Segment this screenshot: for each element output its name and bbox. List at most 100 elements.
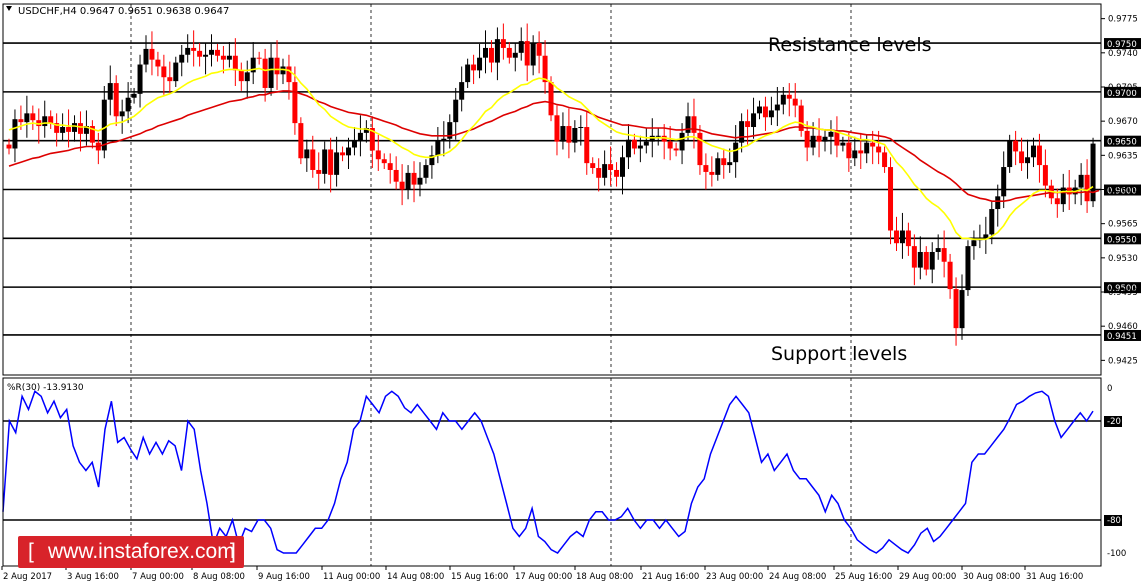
candle-body-bull [679, 132, 685, 151]
level-tag-label: 0.9650 [1107, 138, 1137, 148]
candle-body-bear [191, 47, 197, 51]
level-tag [1104, 38, 1141, 50]
candle-body-bull [459, 82, 465, 100]
candle-body-bear [1036, 145, 1042, 166]
candle-body-bear [310, 149, 316, 170]
candle-body-bull [334, 152, 340, 175]
level-tag [1104, 329, 1141, 341]
main-chart-grid [130, 4, 852, 566]
candle-body-bear [947, 261, 953, 290]
pane-frames [2, 3, 1102, 567]
candle-body-bull [983, 234, 989, 239]
candle-body-bull [1025, 157, 1031, 164]
candle-body-bull [304, 149, 310, 159]
candle-body-bear [1054, 198, 1060, 205]
candle-body-bull [560, 126, 566, 142]
candle-body-bear [36, 120, 42, 127]
candle-body-bull [899, 230, 905, 244]
price-tick-label: 0.9495 [1108, 288, 1138, 298]
candle-body-bull [965, 246, 971, 291]
candle-body-bear [381, 159, 387, 164]
candle-body-bull [530, 43, 536, 66]
candle-body-bear [870, 142, 876, 147]
candle-body-bear [888, 167, 894, 231]
candle-body-bear [905, 230, 911, 247]
time-tick-label: 14 Aug 08:00 [387, 572, 444, 582]
time-tick-label: 24 Aug 08:00 [769, 572, 826, 582]
time-tick-label: 30 Aug 08:00 [963, 572, 1020, 582]
candle-body-bull [751, 113, 757, 128]
candle-body-bear [762, 106, 768, 118]
candle-body-bear [328, 149, 334, 175]
candle-body-bull [1030, 145, 1036, 158]
candle-body-bear [369, 127, 375, 151]
candle-body-bear [113, 83, 119, 117]
candle-body-bull [185, 47, 191, 55]
candle-body-bear [238, 70, 244, 82]
candle-body-bull [1001, 167, 1007, 197]
level-tag-label: 0.9451 [1107, 332, 1137, 342]
candle-body-bull [840, 142, 846, 146]
candle-body-bear [953, 289, 959, 329]
candle-body-bear [590, 163, 596, 169]
candle-body-bear [274, 57, 280, 75]
watermark-bracket-close: ] [230, 540, 236, 563]
candle-body-bull [435, 140, 441, 156]
candle-body-bull [822, 136, 828, 142]
level-tag-label: 0.9500 [1107, 284, 1137, 294]
candle-body-bear [262, 58, 268, 88]
candle-body-bear [1013, 140, 1019, 152]
candle-body-bull [727, 162, 733, 166]
candlestick-series [6, 23, 1096, 346]
price-axis: 0.9775 0.9740 0.9705 0.9670 0.9635 0.9600 0.95… [1101, 15, 1138, 366]
dropdown-triangle-icon [6, 6, 12, 11]
candle-body-bear [721, 158, 727, 166]
watermark-logo: [ www.instaforex.com ] [18, 536, 244, 568]
moving-averages [8, 67, 1100, 241]
candle-body-bull [465, 64, 471, 83]
candle-body-bull [72, 123, 78, 132]
candle-body-bear [673, 148, 679, 151]
candle-body-bull [125, 97, 131, 112]
candle-body-bear [631, 139, 637, 149]
candle-body-bear [608, 164, 614, 170]
candle-body-bear [1042, 165, 1048, 186]
indicator-level-tag [1104, 515, 1122, 526]
time-tick-label: 7 Aug 00:00 [132, 572, 184, 582]
candle-body-bull [935, 248, 941, 252]
candle-body-bull [768, 110, 774, 118]
candle-body-bull [756, 106, 762, 114]
candle-body-bull [1007, 140, 1013, 168]
level-tag-label: 0.9750 [1107, 40, 1137, 50]
candle-body-bull [518, 41, 524, 53]
candle-body-bull [351, 140, 357, 148]
time-tick-label: 3 Aug 16:00 [67, 572, 119, 582]
time-axis: 2 Aug 2017 3 Aug 16:00 7 Aug 00:00 8 Aug 08… [1, 566, 1083, 582]
level-tag-label: 0.9700 [1107, 89, 1137, 99]
candle-body-bull [739, 121, 745, 143]
candle-body-bull [774, 104, 780, 111]
candle-body-bull [24, 113, 30, 123]
candle-body-bull [864, 142, 870, 154]
candle-body-bull [405, 172, 411, 190]
candle-body-bull [917, 251, 923, 268]
candle-body-bull [12, 119, 18, 149]
candle-body-bull [483, 47, 489, 58]
candle-body-bear [256, 57, 262, 59]
candle-body-bear [286, 66, 292, 83]
candle-body-bear [786, 94, 792, 99]
candle-body-bull [209, 49, 215, 55]
candle-body-bull [602, 164, 608, 178]
candle-body-bull [995, 196, 1001, 210]
time-tick-label: 18 Aug 08:00 [576, 572, 633, 582]
candle-body-bull [715, 158, 721, 175]
candle-body-bull [346, 147, 352, 156]
price-tick-label: 0.9775 [1108, 15, 1138, 25]
candle-body-bear [661, 135, 667, 142]
candle-body-bear [548, 82, 554, 116]
candle-body-bear [66, 127, 72, 132]
time-tick-label: 23 Aug 00:00 [706, 572, 763, 582]
candle-body-bull [441, 138, 447, 141]
candle-body-bear [846, 142, 852, 159]
candle-body-bear [893, 230, 899, 244]
